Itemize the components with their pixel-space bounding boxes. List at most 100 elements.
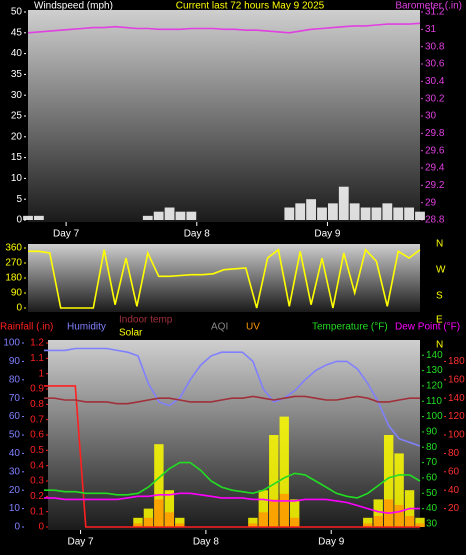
bar [175,523,185,527]
y-tick-label: 40 [448,485,460,496]
series-line [44,395,420,405]
x-tick-label: Day 8 [184,229,211,240]
bar [306,199,317,220]
series-line [44,492,420,515]
y-tick-label: 90 [9,356,21,367]
legend-label: Rainfall (.in) [0,322,53,333]
x-tick-label: Day 7 [53,229,80,240]
legend-label: Humidity [67,322,106,333]
y-tick-label: 20 [448,503,460,514]
plot-background [48,340,420,530]
y-tick-label: 360 [5,243,22,254]
series-line [44,347,421,447]
bar [415,211,425,220]
y-tick-label: 50 [9,430,21,441]
y-tick-label: 0 [14,522,20,533]
y-tick-label: 100 [426,411,443,422]
bar [258,512,269,527]
direction-label: N [436,239,443,250]
bar [327,203,338,220]
direction-label: N [436,340,443,351]
bar [154,444,164,527]
y-tick-label: 10 [11,173,23,184]
bar [289,499,300,527]
y-tick-label: 30.2 [425,93,445,104]
bar [363,517,373,527]
y-tick-label: 40 [426,503,438,514]
bar [248,517,258,527]
y-tick-label: 120 [448,411,465,422]
bar [186,211,197,220]
y-tick-label: 0.2 [30,491,44,502]
y-tick-label: 100 [448,430,465,441]
bar [383,435,394,527]
y-tick-label: 0.9 [30,384,44,395]
y-tick-label: 15 [11,152,23,163]
y-axis-title: Windspeed (mph) [34,1,113,12]
bar [153,211,164,220]
bar [279,493,289,527]
series-line [44,385,420,528]
y-tick-label: 1.2 [30,338,44,349]
bar [258,490,269,527]
y-tick-label: 28.8 [425,215,445,226]
y-tick-label: 45 [11,27,23,38]
y-tick-label: 140 [426,350,443,361]
bar [279,416,289,527]
bar [164,207,175,220]
y-tick-label: 30.4 [425,76,445,87]
bar [394,453,404,527]
chart-title: Current last 72 hours May 9 2025 [176,1,325,12]
y-tick-label: 0.5 [30,445,44,456]
y-tick-label: 80 [426,442,438,453]
bar [269,499,279,527]
bar [373,515,383,527]
bar [404,207,415,220]
y-tick-label: 30 [426,519,438,530]
y-tick-label: 0 [16,215,22,226]
y-tick-label: 0.8 [30,399,44,410]
x-tick-label: Day 9 [318,537,345,548]
y-tick-label: 29 [425,197,437,208]
bar [404,515,415,527]
y-tick-label: 25 [11,111,23,122]
bar [289,517,300,527]
y-tick-label: 60 [448,466,460,477]
y-tick-label: 10 [9,503,21,514]
bar [269,435,279,527]
legend-label: Dew Point (°F) [395,322,460,333]
y-tick-label: 100 [3,338,20,349]
y-tick-label: 110 [426,396,442,407]
y-tick-label: 0.4 [30,460,44,471]
y2-axis-title: Barometer (.in) [395,1,462,12]
y-tick-label: 0 [38,522,44,533]
bar [415,517,425,527]
y-tick-label: 60 [9,411,21,422]
legend-label: Solar [119,328,143,339]
direction-label: W [436,265,446,276]
y-tick-label: 90 [426,427,438,438]
y-tick-label: 70 [426,457,438,468]
bar [317,207,327,220]
y-tick-label: 130 [426,365,443,376]
bar [248,523,258,527]
legend-label: Temperature (°F) [312,322,388,333]
bar [363,523,373,527]
direction-label: E [436,315,443,326]
y-tick-label: 30.8 [425,41,445,52]
bar [415,523,425,527]
x-tick-label: Day 7 [67,537,94,548]
y-tick-label: 20 [9,485,21,496]
bar [23,215,33,220]
aqi-label: AQI [211,322,228,333]
direction-label: S [436,291,443,302]
bar [142,215,153,220]
y-tick-label: 30 [9,466,21,477]
y-tick-label: 180 [5,273,22,284]
bar [338,186,349,220]
bar [284,207,295,220]
bar [133,517,143,527]
bar [295,203,306,220]
y-tick-label: 70 [9,393,21,404]
bar [360,207,371,220]
